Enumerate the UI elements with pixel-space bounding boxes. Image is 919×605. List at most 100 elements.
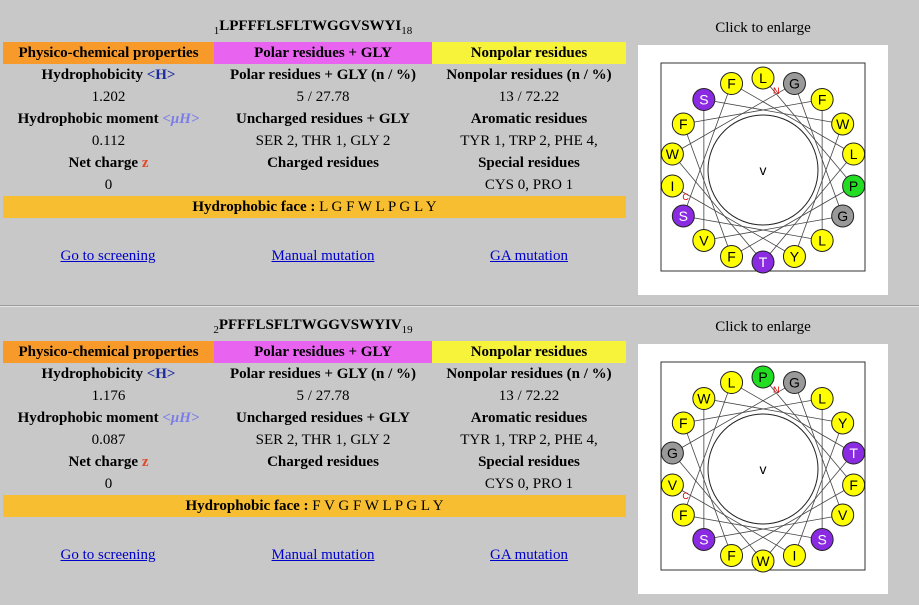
click-to-enlarge-label: Click to enlarge <box>715 319 811 335</box>
manual-mutation-link[interactable]: Manual mutation <box>271 547 375 563</box>
uncharged-label: Uncharged residues + GLY <box>236 111 410 127</box>
residue-circle <box>842 174 866 198</box>
residue-label: F <box>727 76 736 92</box>
peptide-block-1: 1LPFFFLSFLTWGGVSWYI18 Physico-chemical p… <box>0 0 919 300</box>
charged-label: Charged residues <box>267 454 379 470</box>
header-polar: Polar residues + GLY <box>214 42 432 64</box>
moment-value: 0.112 <box>91 133 126 149</box>
wheel-link <box>762 452 854 562</box>
residue-circle <box>660 174 684 198</box>
aromatic-value: TYR 1, TRP 2, PHE 4, <box>460 133 598 149</box>
wheel-link <box>683 398 823 424</box>
residue-circle <box>842 473 866 497</box>
go-to-screening-link[interactable]: Go to screening <box>60 547 156 563</box>
hydrophobic-face: Hydrophobic face : L G F W L P G L Y <box>3 196 626 218</box>
moment-arrow: v <box>760 461 767 477</box>
charge-value: 0 <box>104 476 113 492</box>
special-value: CYS 0, PRO 1 <box>484 476 574 492</box>
aromatic-label: Aromatic residues <box>470 410 588 426</box>
residue-label: W <box>697 391 711 407</box>
wheel-link <box>703 398 843 424</box>
residue-circle <box>692 88 716 112</box>
wheel-core <box>707 413 819 525</box>
header-physchem: Physico-chemical properties <box>3 42 214 64</box>
wheel-link <box>672 382 795 454</box>
n-terminus-label: N <box>773 385 780 395</box>
residue-circle <box>842 142 866 166</box>
residue-circle <box>660 473 684 497</box>
residue-circle <box>671 503 695 527</box>
wheel-link <box>682 123 732 257</box>
wheel-link <box>672 83 795 155</box>
wheel-link <box>682 422 732 556</box>
residue-circle <box>692 228 716 252</box>
residue-label: S <box>699 531 708 547</box>
wheel-link <box>731 484 854 556</box>
go-to-screening-link[interactable]: Go to screening <box>60 248 156 264</box>
residue-label: G <box>837 208 848 224</box>
sequence-title: 2PFFFLSFLTWGGVSWYIV19 <box>213 317 413 336</box>
wheel-link <box>731 185 854 257</box>
uncharged-value: SER 2, THR 1, GLY 2 <box>255 432 391 448</box>
wheel-link <box>731 83 854 155</box>
wheel-link <box>762 153 854 263</box>
residue-circle <box>720 371 744 395</box>
residue-circle <box>782 371 806 395</box>
wheel-link <box>794 83 844 217</box>
wheel-link <box>762 77 854 187</box>
ga-mutation-link[interactable]: GA mutation <box>490 248 568 264</box>
residue-label: F <box>727 248 736 264</box>
wheel-link <box>703 514 843 540</box>
residue-circle <box>831 503 855 527</box>
residue-label: F <box>679 507 688 523</box>
ga-mutation-link[interactable]: GA mutation <box>490 547 568 563</box>
residue-label: W <box>756 553 770 569</box>
hydrophobicity-label: Hydrophobicity <H> <box>41 366 176 382</box>
residue-circle <box>810 88 834 112</box>
uncharged-value: SER 2, THR 1, GLY 2 <box>255 133 391 149</box>
polar-count-value: 5 / 27.78 <box>296 89 350 105</box>
moment-value: 0.087 <box>91 432 126 448</box>
moment-arrow: v <box>760 162 767 178</box>
residue-label: T <box>849 445 858 461</box>
wheel-link <box>672 452 764 562</box>
header-nonpolar: Nonpolar residues <box>432 42 626 64</box>
nonpolar-count-value: 13 / 72.22 <box>498 388 560 404</box>
charged-value <box>214 174 432 196</box>
residue-circle <box>692 387 716 411</box>
residue-circle <box>751 549 775 573</box>
action-links: Go to screening Manual mutation GA mutat… <box>0 248 626 268</box>
wheel-link <box>683 514 823 540</box>
residue-label: G <box>789 375 800 391</box>
residue-circle <box>842 441 866 465</box>
residue-circle <box>831 204 855 228</box>
residue-label: F <box>679 415 688 431</box>
charged-label: Charged residues <box>267 155 379 171</box>
residue-circle <box>671 112 695 136</box>
residue-circle <box>671 204 695 228</box>
charge-label: Net charge z <box>68 155 149 171</box>
moment-label: Hydrophobic moment <μH> <box>17 111 200 127</box>
wheel-link <box>672 153 764 263</box>
peptide-block-2: 2PFFFLSFLTWGGVSWYIV19 Physico-chemical p… <box>0 299 919 599</box>
residue-label: F <box>849 477 858 493</box>
residue-label: L <box>850 146 858 162</box>
hydrophobicity-value: 1.202 <box>91 89 126 105</box>
manual-mutation-link[interactable]: Manual mutation <box>271 248 375 264</box>
header-nonpolar: Nonpolar residues <box>432 341 626 363</box>
residue-label: I <box>670 178 674 194</box>
residue-circle <box>782 244 806 268</box>
residue-circle <box>671 411 695 435</box>
residue-label: Y <box>790 248 800 264</box>
moment-label: Hydrophobic moment <μH> <box>17 410 200 426</box>
click-to-enlarge-label: Click to enlarge <box>715 20 811 36</box>
c-terminus-label: C <box>682 491 689 501</box>
wheel-link <box>683 99 823 125</box>
residue-label: L <box>759 70 767 86</box>
residue-label: S <box>699 92 708 108</box>
residue-label: S <box>679 208 688 224</box>
